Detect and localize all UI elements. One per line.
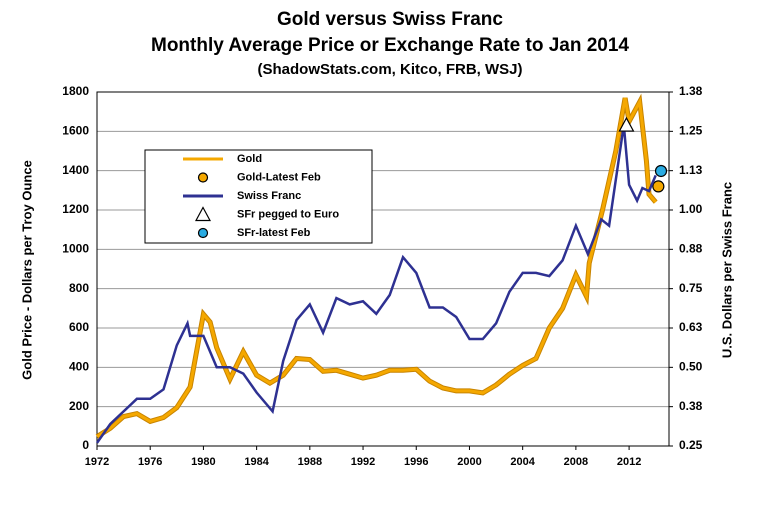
x-tick-label: 1988 [298, 456, 322, 468]
line [96, 96, 657, 438]
y-tick-label: 600 [69, 320, 89, 334]
y2-tick-label: 1.38 [679, 84, 703, 98]
y2-tick-label: 0.63 [679, 320, 703, 334]
legend-label: SFr-latest Feb [237, 227, 311, 239]
circle-marker [652, 180, 665, 193]
legend-label: Swiss Franc [237, 190, 301, 202]
y-tick-label: 1800 [62, 84, 89, 98]
y-tick-label: 200 [69, 399, 89, 413]
circle-marker [654, 164, 668, 178]
x-tick-label: 2008 [564, 456, 588, 468]
x-tick-label: 1980 [191, 456, 215, 468]
y-tick-label: 1400 [62, 163, 89, 177]
y2-tick-label: 0.88 [679, 242, 703, 256]
circle-marker [197, 227, 209, 239]
line [95, 124, 657, 444]
triangle-marker [618, 116, 635, 132]
plot-border [96, 91, 670, 447]
x-tick-label: 1992 [351, 456, 375, 468]
circle-marker [197, 172, 209, 183]
y2-tick-label: 0.38 [679, 399, 703, 413]
y2-axis-label: U.S. Dollars per Swiss Franc [719, 182, 734, 358]
y2-tick-label: 1.25 [679, 124, 703, 138]
chart-source: (ShadowStats.com, Kitco, FRB, WSJ) [257, 61, 522, 78]
y2-tick-label: 0.50 [679, 360, 703, 374]
y2-tick-label: 0.75 [679, 281, 703, 295]
x-tick-label: 2012 [617, 456, 641, 468]
y-tick-label: 800 [69, 281, 89, 295]
x-tick-label: 1976 [138, 456, 162, 468]
y2-tick-label: 1.00 [679, 202, 703, 216]
y-tick-label: 1200 [62, 202, 89, 216]
x-tick-label: 1984 [244, 456, 269, 468]
x-tick-label: 2004 [510, 456, 535, 468]
x-tick-label: 1972 [85, 456, 109, 468]
y-tick-label: 1600 [62, 124, 89, 138]
line-outline [95, 93, 658, 439]
x-tick-label: 2000 [457, 456, 481, 468]
legend-label: Gold-Latest Feb [237, 171, 321, 183]
chart-subtitle: Monthly Average Price or Exchange Rate t… [151, 35, 629, 56]
y-axis-label: Gold Price - Dollars per Troy Ounce [19, 160, 34, 380]
y2-tick-label: 0.25 [679, 438, 703, 452]
chart-title: Gold versus Swiss Franc [277, 9, 503, 30]
legend-label: SFr pegged to Euro [237, 208, 339, 220]
y-tick-label: 1000 [62, 242, 89, 256]
y-tick-label: 0 [82, 438, 89, 452]
triangle-marker [194, 206, 212, 222]
legend-box [144, 149, 373, 244]
y-tick-label: 400 [69, 360, 89, 374]
x-tick-label: 1996 [404, 456, 428, 468]
legend-label: Gold [237, 153, 262, 165]
y2-tick-label: 1.13 [679, 163, 703, 177]
